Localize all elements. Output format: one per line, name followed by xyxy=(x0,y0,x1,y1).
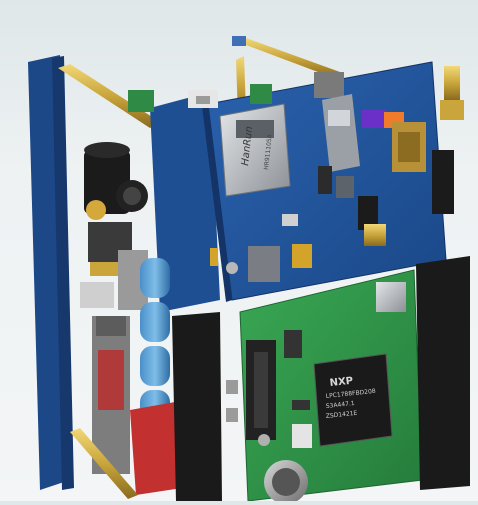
top-connectors xyxy=(128,72,344,112)
green-board-components xyxy=(226,282,406,504)
brass-standoff-bottom xyxy=(70,428,138,499)
blue-board-components xyxy=(210,110,454,282)
chip-logo: NXP xyxy=(329,376,353,389)
ethernet-jack: HanRun HR911105A xyxy=(219,103,291,197)
sma-connector xyxy=(440,66,464,120)
usb-connector xyxy=(322,94,360,198)
chip-line-2: S3A447.1 xyxy=(325,400,355,410)
rear-board-left-edge xyxy=(52,56,74,490)
front-blue-board-edge xyxy=(202,104,232,302)
interior-components-left xyxy=(80,142,148,474)
ribbon-headers xyxy=(172,256,470,501)
ethernet-brand-label: HanRun xyxy=(240,126,255,167)
red-header xyxy=(130,402,182,495)
ethernet-part-label: HR911105A xyxy=(263,133,274,170)
middle-board xyxy=(150,92,220,312)
chip-line-3: ZSD1421E xyxy=(325,410,357,420)
mcu-chip: NXP LPC1788FBD208 S3A447.1 ZSD1421E xyxy=(313,353,393,447)
